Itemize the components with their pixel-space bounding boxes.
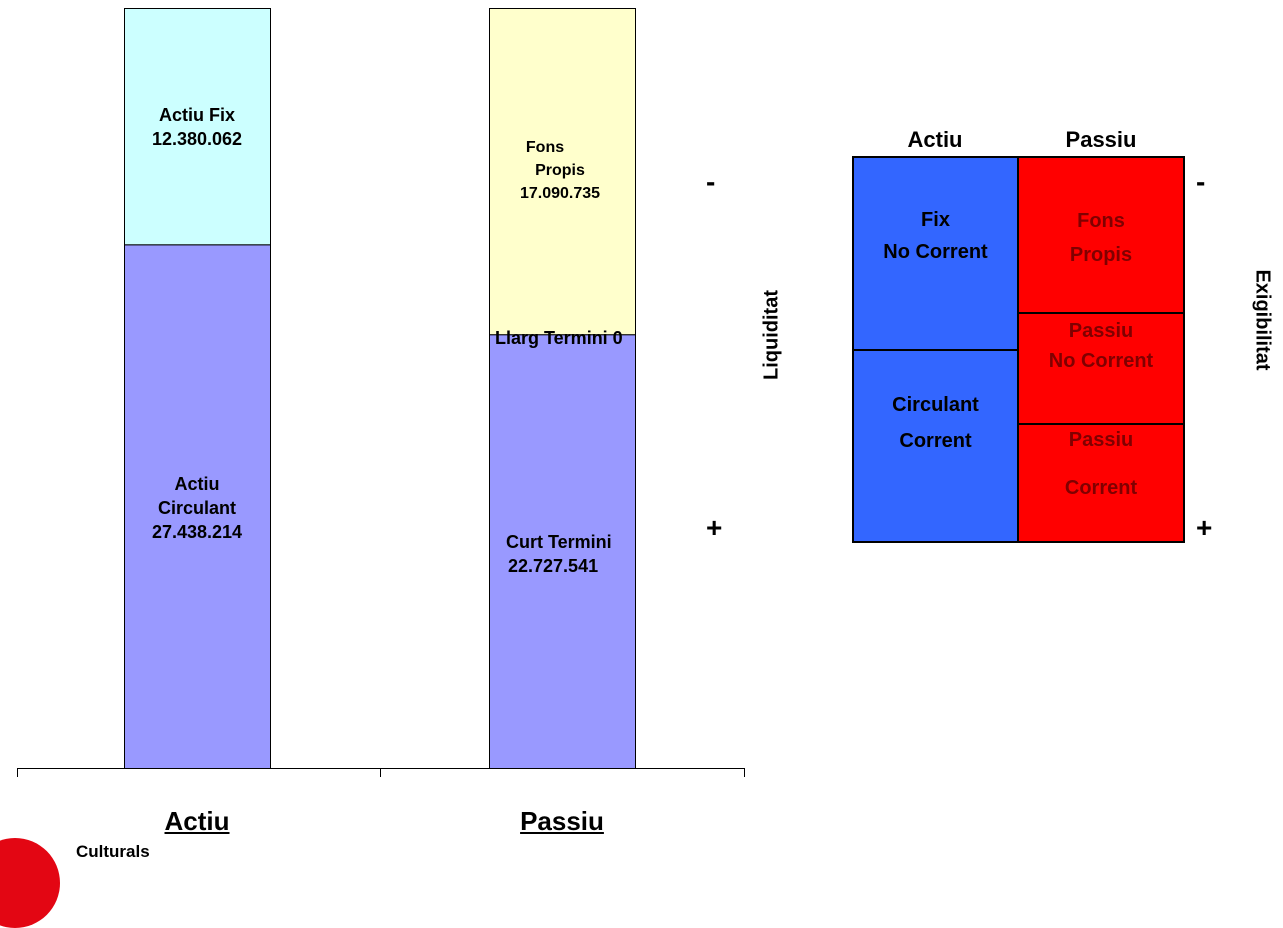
fons-propis-value: 17.090.735 (519, 185, 601, 202)
bar-passiu-fons-propis (489, 8, 636, 336)
liquiditat-axis-label: Liquiditat (760, 290, 783, 380)
scheme-pnc-line1: Passiu (1068, 320, 1134, 342)
fons-propis-label: Fons Propis 17.090.735 (505, 136, 615, 205)
x-label-actiu: Actiu (164, 806, 230, 836)
actiu-fix-name: Actiu Fix (158, 105, 235, 125)
liquiditat-plus: + (706, 512, 723, 543)
actiu-circulant-line1: Actiu (174, 474, 220, 494)
scheme-fix-line2: No Corrent (883, 241, 988, 263)
scheme-pc-line1: Passiu (1068, 429, 1134, 451)
logo-text: Culturals (76, 842, 150, 861)
scheme-fons-line2: Propis (1069, 244, 1133, 266)
actiu-circulant-line2: Circulant (157, 498, 236, 518)
scheme-pnc-line2: No Corrent (1048, 350, 1154, 372)
actiu-circulant-label: Actiu Circulant 27.438.214 (124, 472, 270, 544)
actiu-fix-label: Actiu Fix 12.380.062 (124, 103, 270, 151)
curt-termini-value: 22.727.541 (508, 556, 599, 576)
bar-actiu-actiu-circulant (124, 244, 271, 770)
scheme-passiu-no-corrent-label: Passiu No Corrent (1017, 318, 1185, 374)
exigibilitat-axis-label: Exigibilitat (1251, 269, 1274, 371)
fons-propis-line1: Fons (525, 139, 565, 156)
actiu-circulant-value: 27.438.214 (151, 522, 243, 542)
scheme-circulant-line2: Corrent (899, 430, 972, 452)
scheme-fons-line1: Fons (1077, 210, 1125, 232)
x-label-passiu: Passiu (520, 806, 604, 836)
scheme-head-passiu: Passiu (1065, 127, 1137, 152)
scheme-circulant-line1: Circulant (892, 394, 979, 416)
curt-termini-label: Curt Termini 22.727.541 (506, 530, 612, 578)
bar-passiu-curt-termini (489, 334, 636, 769)
llarg-termini-label: Llarg Termini 0 (495, 328, 623, 348)
scheme-circulant-label: Circulant Corrent (852, 392, 1019, 454)
scheme-fix-line1: Fix (921, 209, 950, 231)
exigibilitat-plus: + (1196, 512, 1213, 543)
scheme-passiu-corrent-label: Passiu Corrent (1017, 427, 1185, 501)
scheme-box-passiu-corrent (1017, 423, 1185, 543)
bar-actiu-actiu-fix (124, 8, 271, 246)
scheme-fix-label: Fix No Corrent (852, 207, 1019, 265)
curt-termini-name: Curt Termini (506, 532, 612, 552)
scheme-box-passiu-no-corrent (1017, 312, 1185, 425)
scheme-fons-propis-label: Fons Propis (1017, 208, 1185, 268)
exigibilitat-minus: - (1196, 166, 1206, 197)
fons-propis-line2: Propis (535, 162, 585, 179)
scheme-box-circulant (852, 349, 1019, 543)
actiu-fix-value: 12.380.062 (151, 129, 243, 149)
scheme-head-actiu: Actiu (907, 127, 963, 152)
liquiditat-minus: - (706, 166, 716, 197)
scheme-pc-line2: Corrent (1064, 477, 1138, 499)
stacked-bar-chart (17, 8, 745, 777)
scheme-box-fons-propis (1017, 156, 1185, 314)
